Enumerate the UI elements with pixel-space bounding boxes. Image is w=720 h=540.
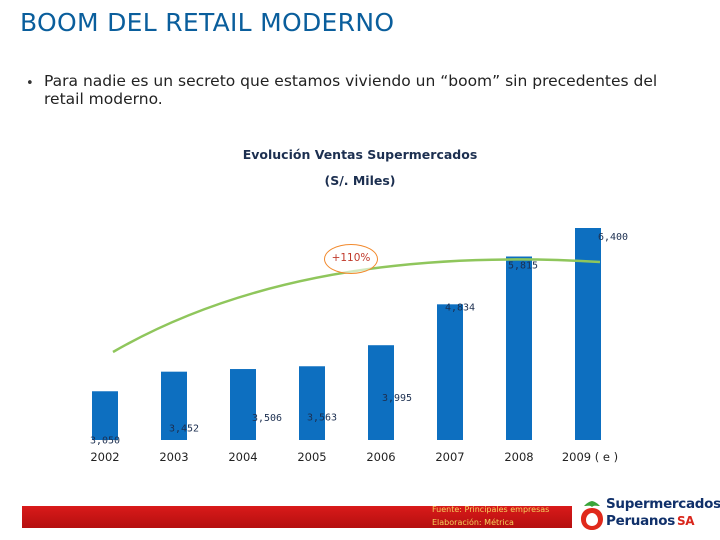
- bar-2009-e: [575, 228, 601, 440]
- bar-2002: [92, 391, 118, 440]
- footer-bar: [22, 506, 572, 528]
- data-label: 3,506: [252, 413, 282, 424]
- bar-2006: [368, 345, 394, 440]
- data-label: 4,834: [445, 302, 475, 313]
- chart-subtitle: (S/. Miles): [324, 173, 396, 188]
- trend-line: [112, 258, 601, 354]
- x-tick-label: 2007: [435, 450, 464, 464]
- x-tick-label: 2003: [159, 450, 188, 464]
- x-tick-label: 2006: [366, 450, 395, 464]
- bar-2004: [230, 369, 256, 440]
- data-label: 3,995: [382, 393, 412, 404]
- source-text: Fuente: Principales empresas: [432, 505, 550, 514]
- growth-badge: +110%: [324, 244, 378, 274]
- prepared-by-text: Elaboración: Métrica: [432, 518, 514, 527]
- data-label: 3,563: [307, 412, 337, 423]
- x-tick-label: 2002: [90, 450, 119, 464]
- bullet-marker: •: [26, 76, 34, 91]
- data-label: 3,452: [169, 424, 199, 435]
- bar-2008: [506, 256, 532, 440]
- slide-title: BOOM DEL RETAIL MODERNO: [20, 8, 395, 37]
- logo-text-line1: Supermercados: [606, 496, 720, 512]
- logo-text-line2: Peruanos SA: [606, 513, 695, 529]
- chart-title: Evolución Ventas Supermercados: [242, 147, 478, 162]
- x-tick-label: 2005: [297, 450, 326, 464]
- bar-2005: [299, 366, 325, 440]
- data-label: 5,815: [508, 261, 538, 272]
- bullet-text: Para nadie es un secreto que estamos viv…: [44, 72, 658, 108]
- logo-text-name: Peruanos: [606, 513, 675, 529]
- data-label: 3,050: [90, 435, 120, 446]
- data-label: 6,400: [598, 232, 628, 243]
- x-tick-label: 2004: [228, 450, 257, 464]
- bar-2003: [161, 371, 187, 440]
- company-logo: Supermercados Peruanos SA: [578, 494, 720, 536]
- tomato-logo-icon: [581, 501, 603, 530]
- x-tick-label: 2008: [504, 450, 533, 464]
- bar-2007: [437, 304, 463, 440]
- x-tick-label: 2009 ( e ): [562, 450, 618, 464]
- logo-text-suffix: SA: [676, 514, 695, 528]
